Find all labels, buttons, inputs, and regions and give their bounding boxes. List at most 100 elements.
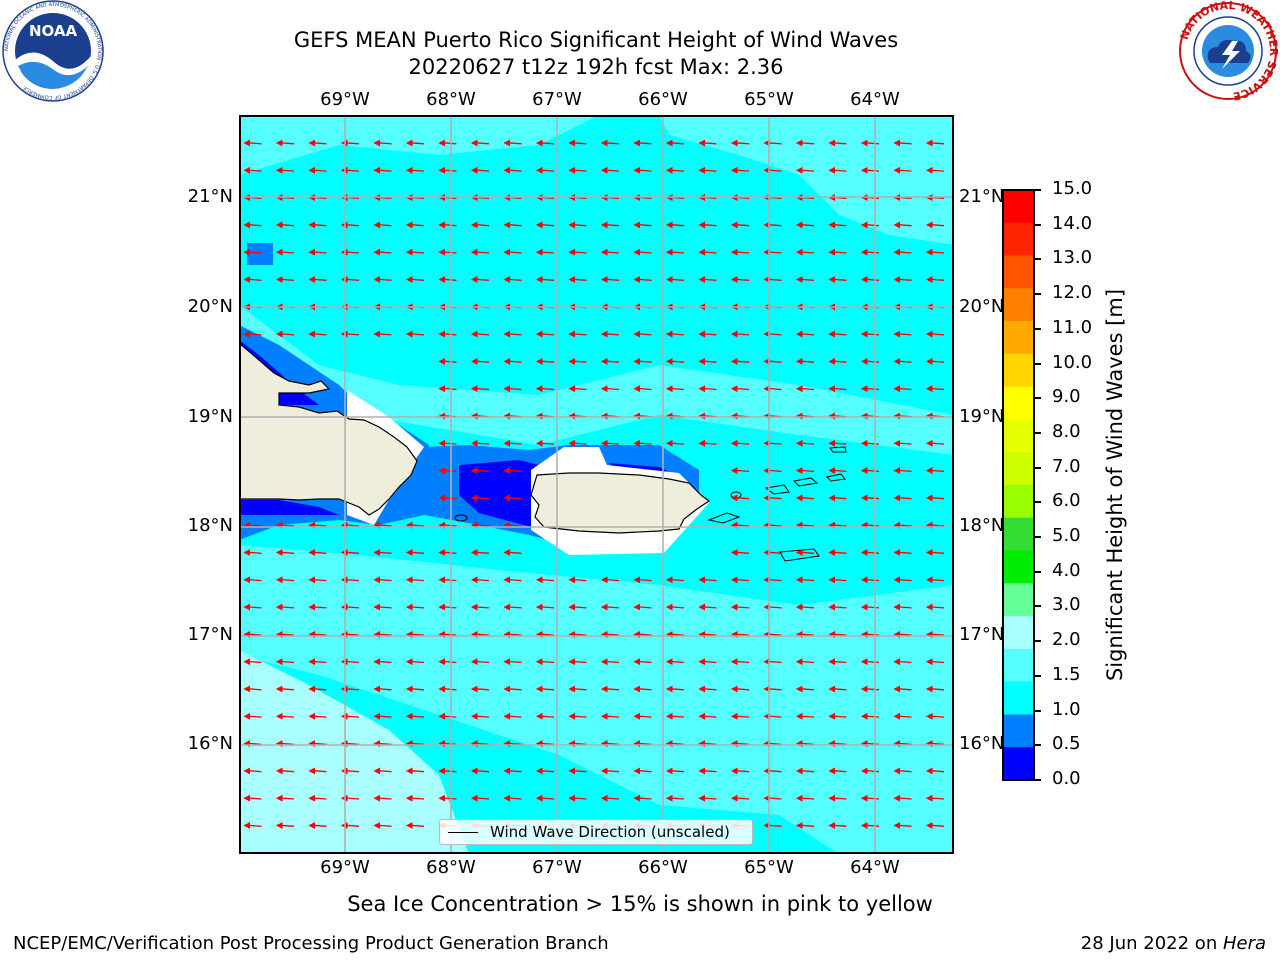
wave-arrow	[735, 797, 750, 800]
wave-arrow	[313, 251, 327, 254]
wave-arrow-head	[535, 221, 543, 229]
wave-arrow	[865, 360, 880, 363]
wave-arrow-head	[828, 385, 835, 393]
wave-arrow	[475, 660, 490, 664]
colorbar-band	[1003, 222, 1034, 257]
wave-arrow	[378, 142, 392, 145]
wave-arrow	[768, 142, 782, 145]
wave-arrow-head	[503, 439, 510, 447]
wave-arrow	[703, 442, 717, 445]
wave-arrow	[280, 660, 295, 664]
wave-arrow	[540, 142, 555, 145]
wave-arrow	[638, 278, 652, 281]
wave-arrow-head	[925, 385, 933, 393]
wave-arrow	[378, 333, 392, 336]
wave-arrow-head	[698, 794, 705, 802]
wave-arrow	[768, 169, 782, 172]
wave-arrow-head	[503, 139, 510, 147]
wave-arrow	[800, 524, 815, 527]
wave-arrow-head	[795, 685, 803, 693]
wave-arrow	[540, 797, 555, 800]
wave-arrow	[345, 715, 360, 718]
wave-arrow	[800, 633, 815, 636]
wave-arrow-head	[405, 549, 413, 556]
wave-arrow-head	[438, 248, 445, 256]
wave-arrow	[898, 660, 912, 664]
wave-arrow	[865, 633, 880, 636]
wave-arrow	[508, 606, 522, 609]
wave-arrow-head	[698, 603, 705, 611]
wave-arrow	[670, 715, 685, 718]
wave-arrow	[670, 169, 685, 172]
wave-arrow	[443, 142, 457, 145]
colorbar-tick-label: 7.0	[1052, 455, 1081, 477]
wave-arrow	[670, 142, 685, 145]
wave-arrow-head	[730, 330, 738, 338]
wave-arrow	[735, 251, 750, 254]
wave-arrow-head	[568, 166, 575, 174]
legend-text: Wind Wave Direction (unscaled)	[490, 823, 730, 841]
wave-arrow-head	[665, 330, 673, 338]
wave-arrow	[670, 770, 685, 773]
wave-arrow-head	[535, 139, 543, 147]
wave-arrow-head	[470, 658, 478, 666]
colorbar-tick-mark	[1034, 258, 1041, 261]
wave-arrow	[638, 251, 652, 254]
wave-arrow	[443, 715, 457, 718]
wave-arrow	[800, 715, 815, 718]
wave-arrow	[475, 169, 490, 172]
wave-arrow	[345, 278, 360, 281]
wave-arrow	[865, 606, 880, 609]
wave-arrow-head	[373, 685, 380, 693]
wave-arrow-head	[665, 439, 673, 447]
wave-arrow	[345, 224, 360, 227]
wave-arrow	[280, 142, 295, 145]
colorbar-band	[1003, 616, 1034, 650]
wave-arrow	[313, 824, 327, 827]
wave-arrow-head	[600, 658, 608, 666]
wave-arrow	[508, 333, 522, 336]
wave-arrow-head	[373, 166, 380, 174]
wave-arrow	[833, 497, 847, 500]
wave-arrow-head	[860, 357, 868, 365]
wave-arrow-head	[698, 385, 705, 393]
wave-arrow	[605, 169, 620, 172]
wave-arrow-head	[698, 767, 705, 775]
wave-arrow	[833, 633, 847, 636]
wave-arrow	[313, 688, 327, 691]
wave-arrow	[768, 688, 782, 691]
wave-arrow	[833, 442, 847, 445]
wave-arrow	[443, 278, 457, 281]
wave-arrow	[378, 578, 392, 582]
wave-arrow-head	[600, 794, 608, 802]
wave-arrow	[735, 633, 750, 636]
wave-arrow-head	[600, 139, 608, 147]
colorbar-tick-mark	[1034, 293, 1041, 296]
lon-label-bottom-65: 65°W	[744, 857, 794, 878]
wave-arrow	[573, 442, 587, 445]
wave-arrow-head	[308, 166, 315, 174]
wave-arrow	[898, 770, 912, 773]
wave-arrow	[735, 224, 750, 227]
wave-arrow-head	[860, 794, 868, 802]
wave-arrow	[573, 169, 587, 172]
colorbar-band	[1003, 681, 1034, 715]
wave-arrow-head	[243, 276, 250, 283]
wave-arrow	[475, 278, 490, 281]
wave-arrow	[313, 333, 327, 336]
noaa-logo-text: NOAA	[29, 22, 78, 40]
wave-arrow-head	[893, 712, 900, 720]
wave-arrow-head	[730, 794, 738, 802]
wave-arrow-head	[633, 712, 640, 720]
wave-arrow	[930, 360, 945, 363]
wave-arrow	[735, 142, 750, 145]
wave-arrow	[345, 770, 360, 773]
wave-arrow	[670, 688, 685, 691]
wave-arrow	[865, 142, 880, 145]
wave-arrow	[508, 797, 522, 800]
wave-arrow-head	[275, 576, 283, 584]
wave-arrow-head	[405, 330, 413, 338]
wave-arrow-head	[633, 685, 640, 693]
wave-arrow	[800, 442, 815, 445]
wave-arrow	[865, 715, 880, 718]
